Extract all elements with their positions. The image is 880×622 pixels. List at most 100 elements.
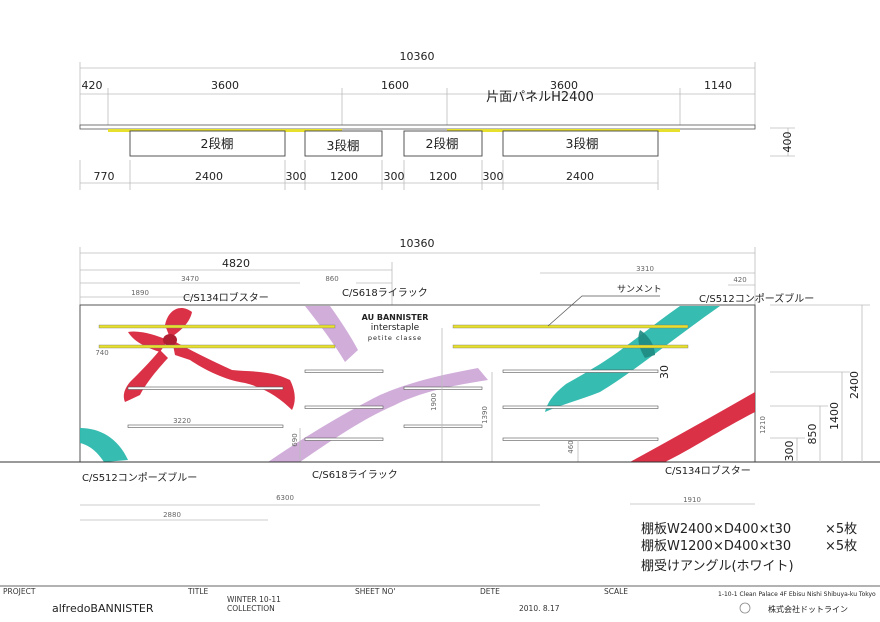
- title-block: PROJECT alfredoBANNISTER TITLE WINTER 10…: [0, 585, 880, 615]
- tb-project-label: PROJECT: [3, 587, 36, 596]
- elev-shelf-10: [403, 386, 483, 390]
- elev-height-2400: 2400: [848, 371, 861, 399]
- label-blue-top: C/S512コンポーズブルー: [699, 292, 814, 305]
- elev-dim-30: 30: [658, 365, 671, 379]
- tb-date-value: 2010. 8.17: [519, 604, 560, 613]
- elev-shelf-5: [127, 386, 284, 390]
- shelf-box-4: [502, 130, 659, 157]
- plan-yellow-shelf-left: [108, 129, 342, 132]
- elev-dim-4820: 4820: [222, 257, 250, 270]
- panel-label: 片面パネルH2400: [486, 90, 594, 105]
- note-2-qty: ×5枚: [825, 539, 857, 554]
- label-lilac-bottom: C/S618ライラック: [312, 469, 398, 481]
- elev-shelf-13: [502, 405, 659, 409]
- elev-dim-2880: 2880: [163, 511, 181, 519]
- ribbon-lobster-tail-right: [172, 340, 295, 410]
- elev-shelf-11: [403, 424, 483, 428]
- plan-bottom-dim-5: 300: [384, 170, 405, 183]
- elev-dim-860: 860: [325, 275, 338, 283]
- note-1-qty: ×5枚: [825, 522, 857, 537]
- elev-dim-3220: 3220: [173, 417, 191, 425]
- plan-top-dim-1: 420: [82, 79, 103, 92]
- plan-top-dim-5: 1140: [704, 79, 732, 92]
- samment-pointer: [547, 295, 660, 327]
- note-2: 棚板W1200×D400×t30: [641, 539, 791, 554]
- elev-dim-1900: 1900: [430, 393, 438, 411]
- elev-yellow-shelf-4: [452, 344, 689, 349]
- label-blue-bottom: C/S512コンポーズブルー: [82, 471, 197, 484]
- shelf-label-2: 3段棚: [327, 138, 360, 153]
- plan-bottom-dim-7: 300: [483, 170, 504, 183]
- shelf-label-4: 3段棚: [566, 136, 599, 151]
- elev-dim-1890: 1890: [131, 289, 149, 297]
- elev-shelf-9: [304, 437, 384, 441]
- elev-dim-1390: 1390: [481, 406, 489, 424]
- tb-title-value-2: COLLECTION: [227, 604, 275, 613]
- label-lilac-top: C/S618ライラック: [342, 287, 428, 299]
- elev-dim-460: 460: [567, 440, 575, 453]
- ribbon-lobster-knot: [163, 334, 177, 346]
- tb-scale-label: SCALE: [604, 587, 628, 596]
- note-3: 棚受けアングル(ホワイト): [641, 559, 794, 574]
- elev-height-850: 850: [806, 424, 819, 445]
- plan-bottom-dim-6: 1200: [429, 170, 457, 183]
- elev-shelf-12: [502, 369, 659, 373]
- ribbon-blue-left: [80, 428, 128, 462]
- elev-shelf-14: [502, 437, 659, 441]
- ribbon-blue-right: [545, 306, 720, 412]
- ribbon-lilac-top: [305, 306, 358, 362]
- elev-yellow-shelf-1: [98, 324, 336, 329]
- panel-outline: [79, 124, 756, 130]
- elev-dim-690: 690: [291, 433, 299, 446]
- plan-overall-dim: 10360: [400, 50, 435, 63]
- elev-dim-3470: 3470: [181, 275, 199, 283]
- plan-bottom-dim-8: 2400: [566, 170, 594, 183]
- elev-dim-6300: 6300: [276, 494, 294, 502]
- shelf-box-2: [304, 130, 383, 157]
- plan-yellow-shelf-right: [447, 129, 680, 132]
- label-lobster-bottom: C/S134ロブスター: [665, 464, 751, 477]
- elev-dim-1210: 1210: [759, 416, 767, 434]
- elev-shelf-8: [304, 405, 384, 409]
- ribbon-blue-right-knot: [638, 330, 655, 358]
- tb-project-value: alfredoBANNISTER: [52, 602, 154, 615]
- elev-shelf-7: [304, 369, 384, 373]
- elev-dim-420: 420: [733, 276, 746, 284]
- elev-dim-740: 740: [95, 349, 108, 357]
- elev-shelf-6: [127, 424, 284, 428]
- tb-address: 1-10-1 Clean Palace 4F Ebisu Nishi Shibu…: [718, 591, 876, 598]
- elevation-view: 10360 4820 3470 860 1890 3310 420: [0, 237, 880, 521]
- plan-view: 10360 420 3600 1600 3600 1140 片面パネルH2400…: [79, 50, 795, 190]
- shelf-box-1: [129, 130, 286, 157]
- elev-dim-1910: 1910: [683, 496, 701, 504]
- tb-title-value-1: WINTER 10-11: [227, 595, 281, 604]
- tb-date-label: DETE: [480, 587, 500, 596]
- tb-title-label: TITLE: [187, 587, 209, 596]
- elev-dim-3310: 3310: [636, 265, 654, 273]
- elev-height-1400: 1400: [828, 402, 841, 430]
- shelf-box-3: [403, 130, 483, 157]
- elev-overall-dim: 10360: [400, 237, 435, 250]
- logo-line3: petite classe: [368, 334, 422, 342]
- plan-bottom-dim-2: 2400: [195, 170, 223, 183]
- plan-bottom-dim-1: 770: [94, 170, 115, 183]
- samment-label: サンメント: [617, 284, 662, 295]
- plan-bottom-dim-3: 300: [286, 170, 307, 183]
- plan-top-dim-4: 3600: [550, 79, 578, 92]
- shelf-label-1: 2段棚: [201, 136, 234, 151]
- elev-yellow-shelf-2: [98, 344, 336, 349]
- ribbon-lobster-bow-top: [165, 308, 192, 338]
- plan-top-dim-2: 3600: [211, 79, 239, 92]
- logo-brand: AU BANNISTER: [362, 313, 429, 322]
- plan-depth-dim: 400: [781, 132, 794, 153]
- tb-company-logo-icon: [739, 602, 751, 614]
- notes: 棚板W2400×D400×t30 ×5枚 棚板W1200×D400×t30 ×5…: [641, 522, 857, 574]
- plan-top-dim-3: 1600: [381, 79, 409, 92]
- plan-bottom-dim-4: 1200: [330, 170, 358, 183]
- logo-line2: interstaple: [371, 323, 420, 333]
- shelf-label-3: 2段棚: [426, 136, 459, 151]
- note-1: 棚板W2400×D400×t30: [641, 522, 791, 537]
- tb-company: 株式会社ドットライン: [768, 604, 848, 614]
- elev-yellow-shelf-3: [452, 324, 689, 329]
